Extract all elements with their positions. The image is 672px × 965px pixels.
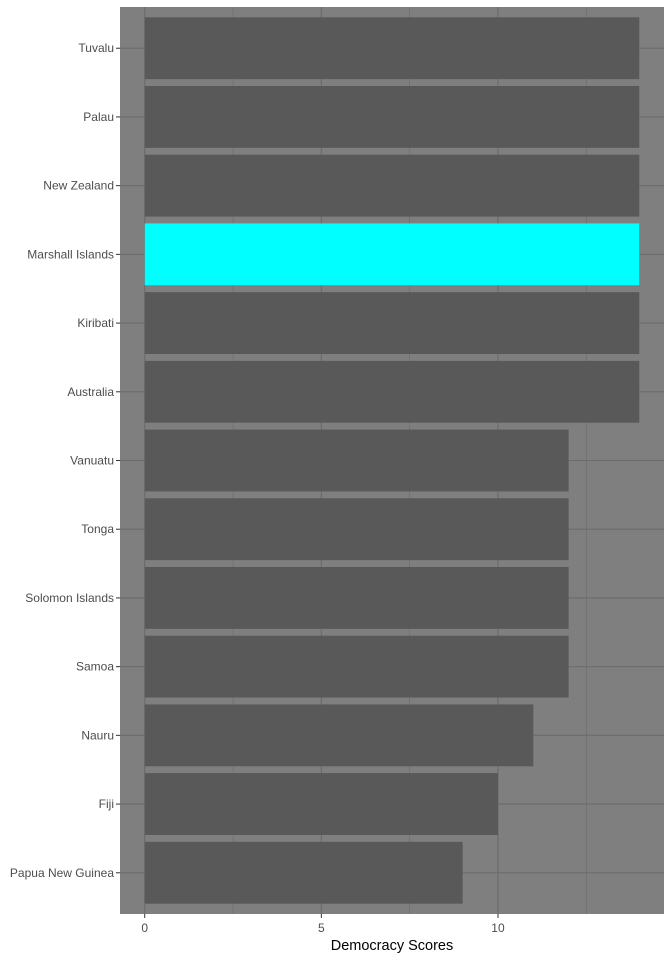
bar-papua-new-guinea [144, 841, 463, 904]
bar-tonga [144, 498, 569, 561]
x-tick-label: 0 [141, 921, 148, 935]
bar-tuvalu [144, 17, 640, 80]
bar-marshall-islands [144, 223, 640, 286]
y-tick-label: Palau [83, 110, 114, 124]
bar-palau [144, 86, 640, 148]
bar-fiji [144, 773, 498, 835]
bar-vanuatu [144, 429, 569, 492]
y-tick-label: Papua New Guinea [10, 866, 114, 880]
y-tick-label: Fiji [99, 797, 114, 811]
y-tick-label: Solomon Islands [25, 591, 114, 605]
bar-samoa [144, 635, 569, 698]
y-tick-label: Tonga [81, 522, 114, 536]
bar-kiribati [144, 292, 640, 354]
bar-new-zealand [144, 154, 640, 217]
y-tick-label: Nauru [81, 728, 114, 742]
y-tick-label: Australia [67, 385, 114, 399]
y-tick-label: Marshall Islands [27, 247, 114, 261]
y-tick-label: New Zealand [43, 179, 114, 193]
x-axis-title: Democracy Scores [331, 938, 453, 954]
y-tick-label: Vanuatu [70, 454, 114, 468]
y-tick-label: Tuvalu [78, 41, 114, 55]
y-tick-label: Kiribati [77, 316, 114, 330]
x-tick-label: 5 [318, 921, 325, 935]
bar-nauru [144, 704, 534, 767]
bars [144, 17, 640, 904]
bar-solomon-islands [144, 567, 569, 629]
y-axis-ticks: Tuvalu Palau New Zealand Marshall Islands Ki… [10, 41, 120, 880]
bar-australia [144, 360, 640, 423]
x-tick-label: 10 [491, 921, 505, 935]
y-tick-label: Samoa [76, 660, 114, 674]
x-axis-ticks: 0 5 10 [141, 914, 505, 935]
